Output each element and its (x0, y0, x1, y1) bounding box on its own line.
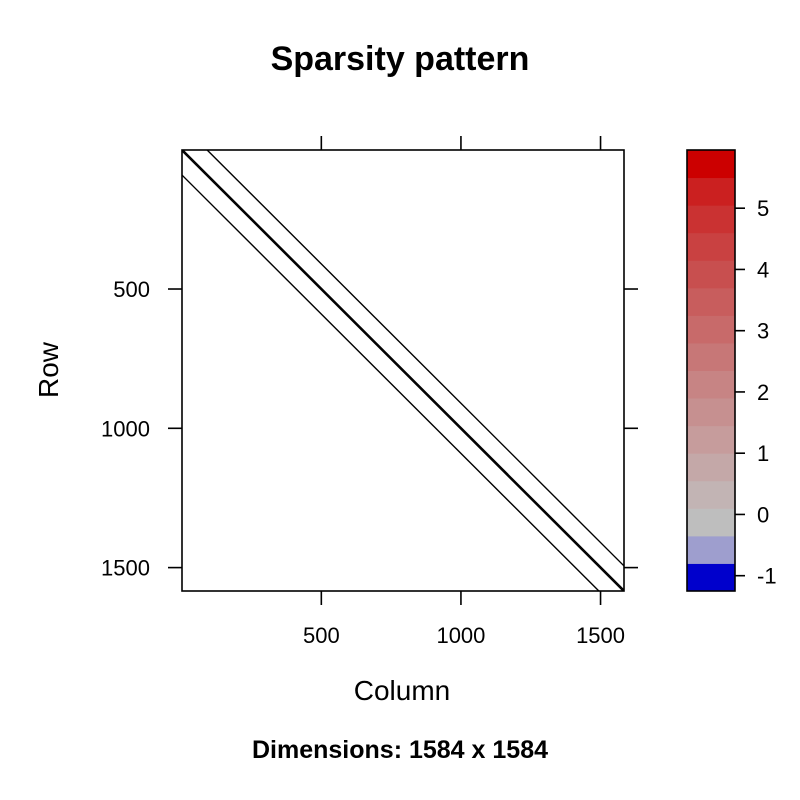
diagonal-2 (182, 150, 624, 591)
color-key-label-0: 0 (757, 502, 769, 527)
diagonal-bands (182, 150, 624, 591)
color-key-label-3: 3 (757, 319, 769, 344)
color-key-bin-6 (687, 425, 735, 454)
y-tick-label-1000: 1000 (101, 416, 150, 441)
dimensions-caption: Dimensions: 1584 x 1584 (252, 736, 548, 764)
color-key-bin-4 (687, 480, 735, 509)
color-key: -1 0 1 2 3 4 5 (686, 149, 777, 592)
color-key-bin-13 (687, 232, 735, 261)
color-key-label-1: 1 (757, 441, 769, 466)
color-key-bin-10 (687, 315, 735, 344)
color-key-bin-11 (687, 287, 735, 316)
color-key-label--1: -1 (757, 564, 777, 589)
color-key-label-4: 4 (757, 257, 769, 282)
plot-frame (181, 149, 625, 592)
color-key-bin-12 (687, 260, 735, 289)
x-tick-label-1000: 1000 (436, 623, 485, 648)
color-key-bin-2 (687, 535, 735, 564)
color-key-bin-14 (687, 205, 735, 234)
y-tick-label-500: 500 (113, 277, 150, 302)
diagonal-1 (182, 174, 600, 591)
color-key-bin-1 (687, 563, 735, 592)
diagonal-3 (182, 150, 624, 591)
color-key-bin-15 (687, 177, 735, 206)
color-key-bin-8 (687, 370, 735, 399)
color-key-label-5: 5 (757, 196, 769, 221)
plot-area: 500 1000 1500 500 1000 1500 (101, 136, 638, 648)
color-key-label-2: 2 (757, 380, 769, 405)
y-axis-label: Row (33, 341, 64, 398)
color-key-bin-16 (687, 150, 735, 179)
x-tick-label-1500: 1500 (576, 623, 625, 648)
color-key-frame (686, 149, 736, 592)
color-key-bin-7 (687, 398, 735, 427)
color-key-bin-9 (687, 342, 735, 371)
color-key-bin-3 (687, 508, 735, 537)
chart-title: Sparsity pattern (271, 40, 530, 78)
x-axis-label: Column (354, 675, 450, 706)
y-tick-label-1500: 1500 (101, 556, 150, 581)
color-key-bin-5 (687, 453, 735, 482)
x-tick-label-500: 500 (303, 623, 340, 648)
diagonal-4 (206, 150, 624, 567)
